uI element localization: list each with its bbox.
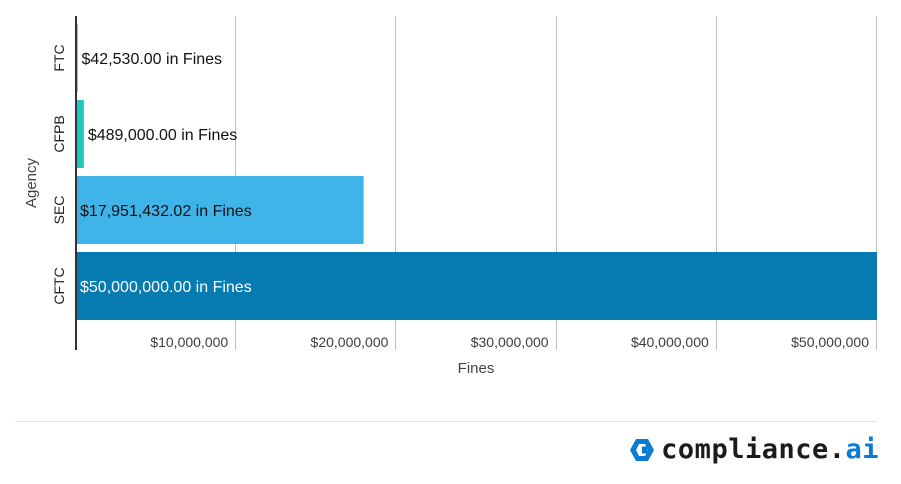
y-category-labels: FTC CFPB SEC CFTC — [51, 44, 67, 304]
brand-logo: compliance.ai — [629, 436, 879, 463]
bar-sec — [76, 176, 364, 244]
brand-wordmark: compliance.ai — [661, 436, 879, 463]
x-axis-title: Fines — [458, 360, 495, 377]
brand-name-main: compliance. — [661, 434, 846, 465]
compliance-ai-logo-icon — [630, 438, 655, 461]
category-label-cfpb: CFPB — [51, 115, 67, 152]
bar-cfpb — [76, 100, 84, 168]
fines-bar-chart: $10,000,000 $20,000,000 $30,000,000 $40,000… — [23, 16, 877, 377]
footer-divider — [15, 421, 877, 422]
x-tick-label: $10,000,000 — [150, 334, 228, 350]
x-tick-label: $50,000,000 — [791, 334, 869, 350]
category-label-cftc: CFTC — [51, 267, 67, 304]
data-label-ftc: $42,530.00 in Fines — [82, 51, 223, 68]
x-tick-label: $20,000,000 — [311, 334, 389, 350]
data-labels: $42,530.00 in Fines $489,000.00 in Fines $… — [80, 51, 252, 296]
x-tick-label: $30,000,000 — [471, 334, 549, 350]
category-label-ftc: FTC — [51, 44, 67, 71]
data-label-cftc: $50,000,000.00 in Fines — [80, 279, 252, 296]
data-label-sec: $17,951,432.02 in Fines — [80, 203, 252, 220]
x-tick-labels: $10,000,000 $20,000,000 $30,000,000 $40,000… — [150, 334, 869, 350]
brand-name-accent: ai — [845, 434, 879, 465]
category-label-sec: SEC — [51, 196, 67, 225]
data-label-cfpb: $489,000.00 in Fines — [88, 127, 237, 144]
bar-cftc — [76, 252, 877, 320]
x-tick-label: $40,000,000 — [631, 334, 709, 350]
bars — [76, 24, 877, 320]
y-axis-title: Agency — [23, 157, 40, 208]
